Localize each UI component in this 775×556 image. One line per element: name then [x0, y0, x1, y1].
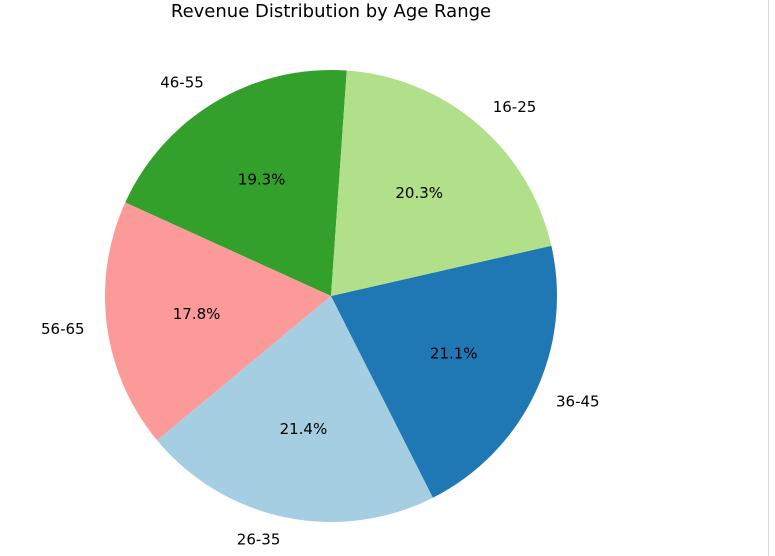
percent-label-16-25: 20.3% — [395, 184, 443, 202]
percent-label-26-35: 21.4% — [280, 420, 328, 438]
category-label-26-35: 26-35 — [237, 530, 281, 548]
category-label-56-65: 56-65 — [41, 320, 85, 338]
category-label-46-55: 46-55 — [160, 73, 204, 91]
pie-slice-36-45 — [331, 245, 557, 498]
category-labels: 46-55 56-65 26-35 36-45 16-25 — [41, 73, 600, 548]
chart-title: Revenue Distribution by Age Range — [171, 1, 491, 22]
percent-labels: 19.3% 17.8% 21.4% 21.1% 20.3% — [173, 170, 478, 437]
pie-slice-16-25 — [331, 70, 552, 296]
percent-label-56-65: 17.8% — [173, 305, 221, 323]
pie-slices — [105, 69, 557, 522]
pie-slice-46-55 — [125, 69, 347, 296]
category-label-36-45: 36-45 — [556, 393, 600, 411]
percent-label-36-45: 21.1% — [430, 345, 478, 363]
panel-edge-divider — [768, 0, 769, 556]
pie-slice-56-65 — [105, 202, 331, 441]
percent-label-46-55: 19.3% — [238, 170, 286, 188]
pie-slice-26-35 — [157, 296, 433, 522]
category-label-16-25: 16-25 — [493, 98, 537, 116]
